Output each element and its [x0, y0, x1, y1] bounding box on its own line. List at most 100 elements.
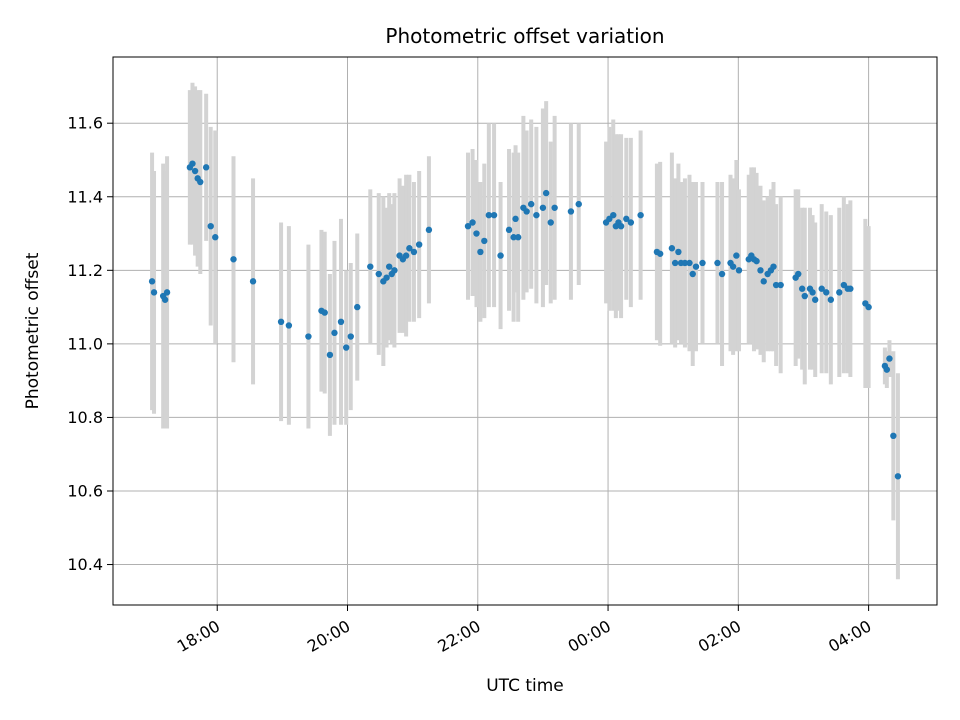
data-point: [675, 248, 682, 256]
data-point: [197, 178, 204, 186]
data-point: [326, 351, 334, 359]
data-point: [542, 189, 550, 197]
y-tick-label: 10.8: [67, 408, 103, 427]
data-point: [510, 234, 517, 241]
data-point: [512, 215, 519, 223]
data-point: [191, 167, 199, 175]
data-point: [836, 289, 843, 296]
y-tick-label: 11.6: [67, 114, 103, 133]
y-tick-label: 10.4: [67, 555, 103, 574]
data-point: [777, 281, 784, 289]
data-point: [354, 303, 361, 311]
y-tick-label: 11.0: [67, 334, 103, 353]
data-point: [772, 281, 780, 289]
data-point: [827, 296, 835, 303]
data-point: [527, 200, 535, 208]
data-point: [212, 234, 219, 241]
data-point: [189, 160, 196, 167]
chart-title: Photometric offset variation: [385, 24, 664, 48]
data-point: [883, 366, 891, 373]
y-axis: 10.4 10.6 10.8 11.0 11.2 11.4 11.6: [67, 114, 113, 574]
plot-area-frame: [112, 56, 938, 606]
data-point: [894, 473, 902, 480]
data-point: [689, 270, 696, 278]
data-point: [757, 267, 764, 274]
data-point: [277, 318, 285, 326]
data-point: [425, 226, 433, 234]
data-point: [342, 344, 350, 351]
data-point: [477, 248, 484, 256]
x-axis-title: UTC time: [486, 676, 564, 696]
data-point: [718, 270, 726, 278]
data-point: [795, 270, 802, 278]
data-point: [375, 270, 382, 278]
data-point: [383, 274, 390, 281]
data-point: [415, 241, 423, 248]
data-point: [656, 250, 664, 257]
data-point: [686, 259, 693, 267]
data-point: [230, 256, 237, 263]
data-point: [202, 164, 210, 171]
data-point: [410, 248, 418, 256]
data-point: [551, 204, 558, 211]
data-point: [729, 263, 737, 270]
data-point: [514, 234, 522, 241]
data-point: [539, 204, 547, 211]
data-point: [770, 263, 777, 270]
data-point: [533, 211, 540, 219]
data-point: [811, 296, 819, 303]
data-point: [406, 245, 413, 252]
data-point: [481, 237, 488, 245]
data-point: [547, 219, 554, 226]
data-point: [890, 432, 897, 440]
data-point: [490, 211, 498, 219]
data-point: [627, 219, 635, 226]
data-point: [567, 208, 575, 215]
data-point: [347, 333, 354, 340]
data-point: [610, 211, 617, 219]
data-point: [823, 289, 830, 296]
data-point: [699, 259, 706, 267]
data-point: [637, 211, 644, 219]
data-point: [798, 285, 806, 292]
data-point: [733, 252, 740, 259]
data-point: [668, 245, 676, 252]
data-point: [473, 230, 480, 237]
data-point: [692, 263, 700, 270]
data-point: [469, 219, 476, 226]
y-axis-title: Photometric offset: [23, 252, 43, 409]
data-point: [161, 296, 169, 303]
y-tick-label: 10.6: [67, 481, 103, 500]
data-point: [148, 278, 156, 285]
data-point: [886, 355, 893, 362]
data-point: [464, 222, 472, 230]
data-point: [809, 289, 816, 296]
data-point: [391, 267, 398, 274]
data-point: [402, 252, 410, 259]
data-point: [760, 278, 767, 285]
data-point: [497, 252, 504, 259]
y-tick-label: 11.4: [67, 187, 103, 206]
data-point: [735, 267, 743, 274]
data-point: [505, 226, 513, 234]
data-point: [331, 329, 338, 337]
data-point: [285, 322, 293, 329]
data-point: [305, 333, 312, 340]
data-point: [337, 318, 345, 326]
data-point: [523, 208, 530, 215]
data-point: [714, 259, 721, 267]
data-point: [801, 292, 808, 300]
data-point: [485, 211, 493, 219]
data-point: [385, 263, 393, 270]
data-points: [148, 160, 902, 480]
data-point: [865, 303, 872, 311]
data-point: [671, 259, 679, 267]
y-tick-label: 11.2: [67, 261, 103, 280]
data-point: [163, 289, 171, 296]
data-point: [623, 215, 630, 223]
data-point: [249, 278, 257, 285]
data-point: [207, 222, 214, 230]
data-point: [150, 289, 158, 296]
